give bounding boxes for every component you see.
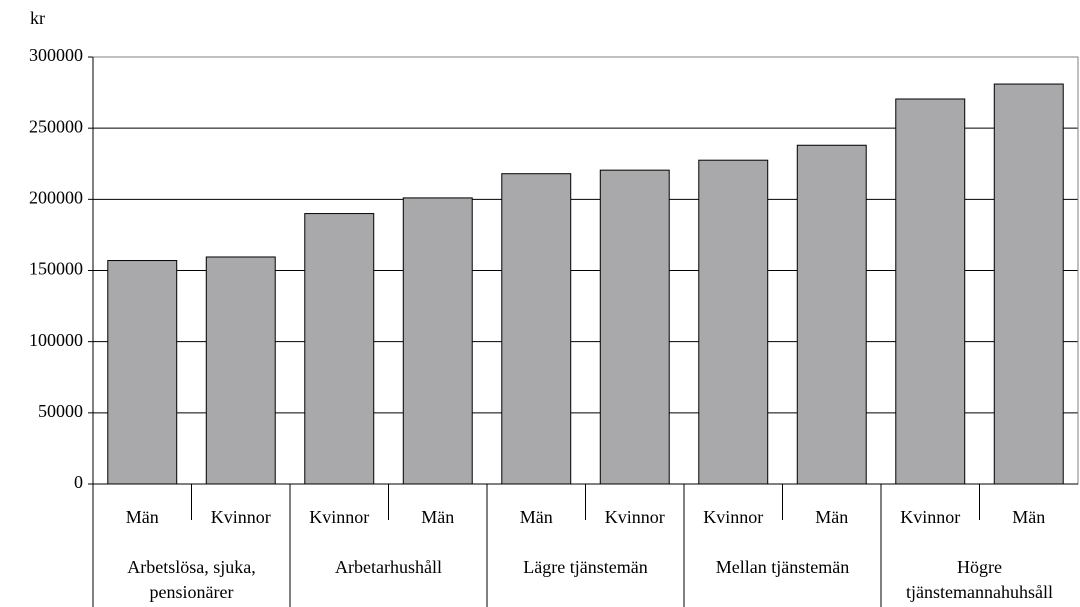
bar (796, 144, 867, 485)
y-tick-label: 250000 (29, 116, 83, 136)
x-tick-label: Kvinnor (703, 507, 763, 527)
group-label: Arbetarhushåll (335, 557, 442, 577)
bar (698, 159, 769, 485)
bar (402, 197, 473, 485)
x-tick-label: Män (520, 507, 553, 527)
x-tick-label: Kvinnor (605, 507, 665, 527)
bar (107, 260, 178, 485)
bar (501, 173, 572, 485)
bar (599, 169, 670, 485)
y-tick-label: 300000 (29, 45, 83, 65)
x-tick-label: Män (815, 507, 848, 527)
bar (895, 98, 966, 485)
x-tick-label: Kvinnor (309, 507, 369, 527)
bar (304, 213, 375, 485)
group-label: Lägre tjänstemän (523, 557, 648, 577)
x-tick-label: Män (1012, 507, 1045, 527)
bar (205, 256, 276, 485)
bar (993, 83, 1064, 485)
x-tick-label: Kvinnor (900, 507, 960, 527)
x-tick-label: Kvinnor (211, 507, 271, 527)
y-tick-label: 50000 (38, 401, 83, 421)
x-tick-label: Män (126, 507, 159, 527)
y-tick-label: 200000 (29, 187, 83, 207)
x-tick-label: Män (421, 507, 454, 527)
y-tick-label: 0 (74, 472, 83, 492)
group-label: Mellan tjänstemän (715, 557, 850, 577)
y-axis-label: kr (30, 8, 45, 28)
group-label: Högre tjänstemannahuhsåll (906, 557, 1053, 602)
group-label: Arbetslösa, sjuka, pensionärer (127, 557, 256, 602)
y-tick-label: 100000 (29, 330, 83, 350)
y-tick-label: 150000 (29, 259, 83, 279)
